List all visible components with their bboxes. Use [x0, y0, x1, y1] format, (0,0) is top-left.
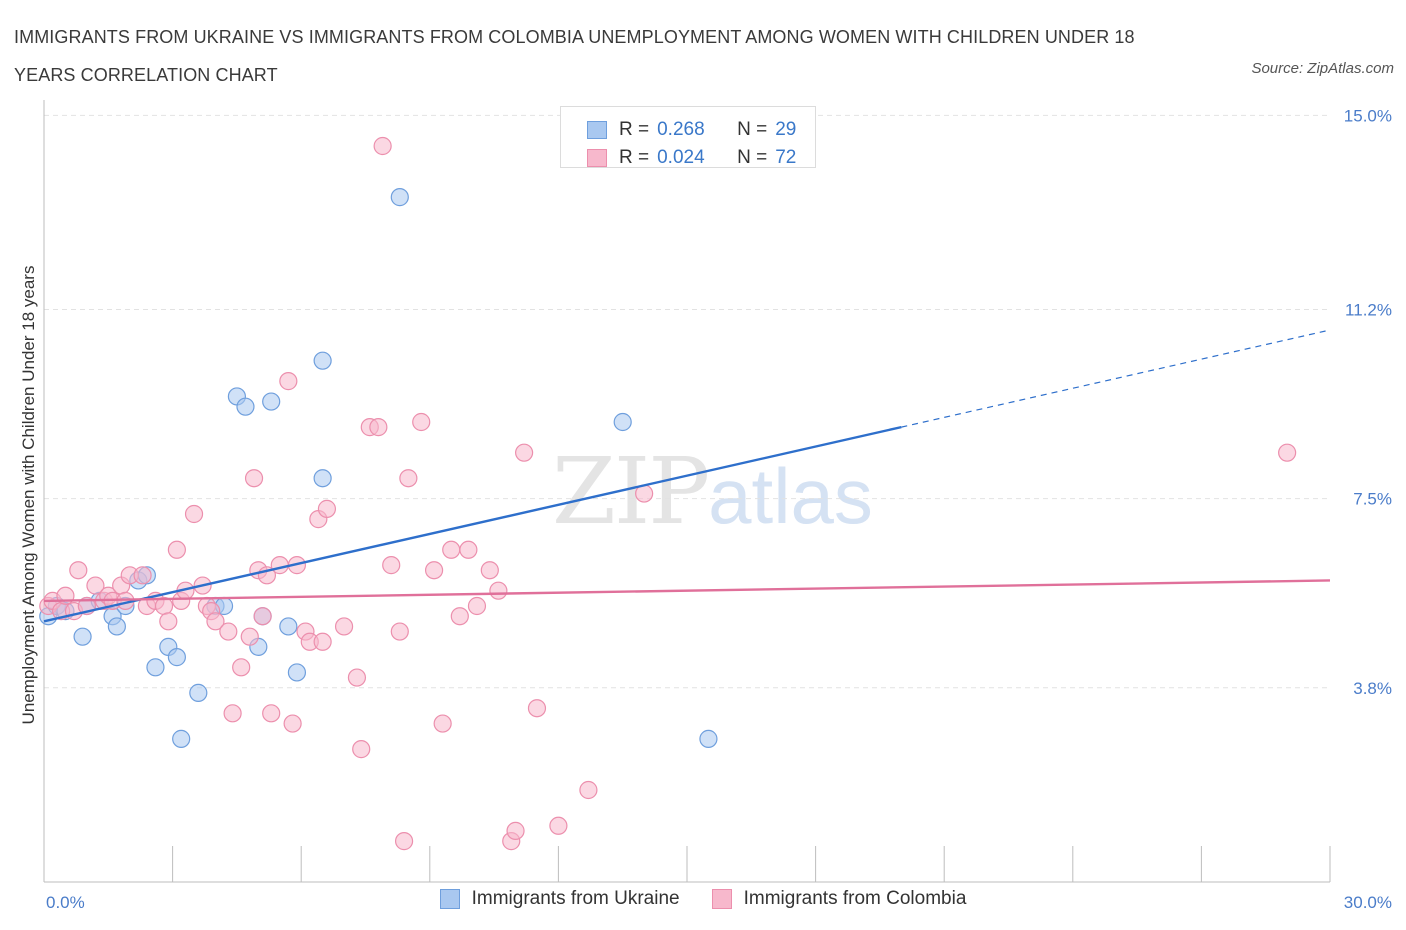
y-axis-label: Unemployment Among Women with Children U… — [19, 266, 38, 725]
colombia-point — [347, 668, 367, 687]
watermark-atlas: atlas — [708, 452, 873, 540]
colombia-point — [399, 469, 418, 488]
colombia-point — [283, 714, 302, 733]
colombia-trend-line — [43, 579, 1331, 603]
r-label: R = — [619, 147, 650, 168]
y-tick-label: 3.8% — [1353, 679, 1392, 698]
n-value: 29 — [775, 119, 797, 140]
colombia-point — [412, 412, 431, 432]
colombia-point — [459, 540, 478, 559]
colombia-point — [334, 617, 354, 636]
ukraine-point — [73, 627, 92, 646]
ukraine-point — [172, 729, 191, 748]
colombia-point — [69, 561, 88, 580]
colombia-point — [184, 504, 204, 524]
colombia-point — [244, 469, 264, 488]
r-value: 0.268 — [657, 119, 705, 140]
legend-row-colombia: R = 0.024 N = 72 — [587, 145, 796, 171]
colombia-point — [352, 740, 371, 759]
colombia-point — [515, 443, 534, 462]
colombia-point — [489, 581, 508, 600]
x-tick-label: 0.0% — [46, 893, 85, 912]
source-credit: Source: ZipAtlas.com — [1251, 60, 1394, 77]
n-value: 72 — [775, 147, 797, 168]
colombia-point — [313, 632, 332, 651]
colombia-point — [369, 418, 388, 437]
series-legend: Immigrants from Ukraine Immigrants from … — [0, 888, 1406, 910]
colombia-point — [467, 596, 487, 616]
colombia-point — [424, 561, 444, 580]
ukraine-point — [167, 648, 186, 667]
watermark: ZIPatlas — [552, 438, 873, 545]
colombia-point — [450, 607, 469, 626]
correlation-legend: R = 0.268 N = 29 R = 0.024 N = 72 — [560, 106, 816, 168]
ukraine-point — [189, 683, 208, 702]
colombia-point — [167, 540, 186, 559]
colombia-point — [206, 612, 225, 631]
ukraine-trend-extension — [901, 329, 1331, 428]
legend-item-colombia: Immigrants from Colombia — [711, 888, 967, 910]
n-label: N = — [737, 147, 768, 168]
colombia-point — [1278, 443, 1297, 462]
ukraine-legend-swatch-icon — [439, 889, 460, 909]
ukraine-point — [390, 188, 409, 207]
legend-row-ukraine: R = 0.268 N = 29 — [587, 117, 796, 143]
colombia-point — [549, 816, 568, 835]
ukraine-point — [262, 392, 281, 411]
ukraine-trend-line — [43, 425, 902, 623]
colombia-point — [373, 136, 392, 156]
colombia-point — [253, 607, 272, 626]
colombia-point — [317, 499, 337, 518]
colombia-point — [232, 658, 251, 677]
colombia-point — [579, 780, 598, 800]
y-tick-label: 7.5% — [1353, 490, 1392, 509]
colombia-point — [382, 556, 401, 575]
colombia-legend-swatch-icon — [711, 889, 732, 909]
n-label: N = — [737, 119, 768, 140]
colombia-point — [270, 556, 289, 575]
colombia-point — [390, 622, 409, 641]
colombia-point — [506, 821, 525, 840]
ukraine-point — [613, 412, 632, 432]
legend-label-colombia: Immigrants from Colombia — [743, 888, 967, 909]
ukraine-point — [107, 617, 126, 636]
ukraine-point — [236, 397, 255, 416]
ukraine-swatch-icon — [587, 121, 607, 139]
colombia-point — [527, 699, 547, 718]
chart-title: IMMIGRANTS FROM UKRAINE VS IMMIGRANTS FR… — [14, 27, 1135, 85]
colombia-point — [442, 540, 461, 559]
colombia-point — [223, 704, 242, 723]
r-label: R = — [619, 119, 650, 140]
colombia-point — [159, 612, 178, 631]
colombia-point — [262, 704, 281, 723]
colombia-point — [279, 372, 298, 391]
y-tick-label: 15.0% — [1344, 106, 1392, 125]
watermark-zip: ZIP — [552, 438, 710, 545]
colombia-point — [219, 622, 238, 641]
colombia-point — [394, 832, 414, 851]
colombia-point — [240, 627, 259, 646]
colombia-swatch-icon — [587, 149, 607, 167]
colombia-point — [480, 561, 499, 580]
ukraine-point — [313, 351, 332, 370]
y-tick-label: 11.2% — [1345, 301, 1392, 320]
colombia-point — [86, 576, 105, 595]
ukraine-point — [287, 663, 307, 682]
ukraine-point — [279, 617, 298, 636]
colombia-point — [133, 566, 152, 585]
ukraine-point — [313, 469, 332, 488]
x-tick-label: 30.0% — [1344, 893, 1392, 912]
colombia-point — [433, 714, 452, 733]
legend-item-ukraine: Immigrants from Ukraine — [439, 888, 680, 910]
r-value: 0.024 — [657, 147, 705, 168]
ukraine-point — [146, 658, 165, 677]
legend-label-ukraine: Immigrants from Ukraine — [471, 888, 680, 909]
ukraine-point — [699, 729, 718, 748]
